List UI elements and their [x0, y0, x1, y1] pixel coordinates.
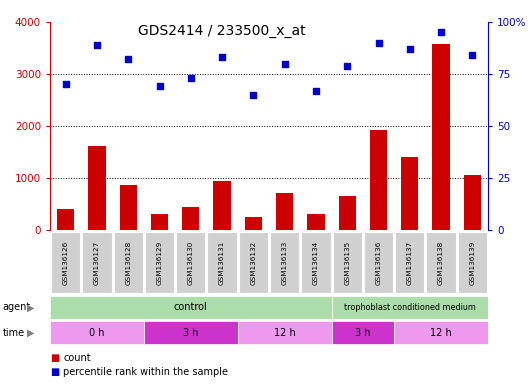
Bar: [208, 232, 237, 293]
Bar: [332, 321, 394, 344]
Bar: [182, 207, 200, 230]
Point: [406, 46, 414, 52]
Bar: [245, 217, 262, 230]
Point: [155, 83, 164, 89]
Text: ▶: ▶: [27, 303, 35, 313]
Point: [468, 52, 477, 58]
Text: GDS2414 / 233500_x_at: GDS2414 / 233500_x_at: [138, 24, 306, 38]
Text: GSM136135: GSM136135: [344, 240, 350, 285]
Point: [374, 40, 383, 46]
Point: [218, 54, 227, 60]
Bar: [427, 232, 456, 293]
Bar: [338, 196, 356, 230]
Text: GSM136137: GSM136137: [407, 240, 413, 285]
Bar: [270, 232, 299, 293]
Bar: [370, 130, 387, 230]
Text: 12 h: 12 h: [274, 328, 296, 338]
Bar: [458, 232, 487, 293]
Bar: [57, 209, 74, 230]
Text: GSM136138: GSM136138: [438, 240, 444, 285]
Text: control: control: [174, 303, 208, 313]
Text: ■: ■: [50, 367, 60, 377]
Bar: [88, 146, 106, 230]
Text: 3 h: 3 h: [355, 328, 371, 338]
Text: time: time: [3, 328, 25, 338]
Point: [61, 81, 70, 88]
Bar: [464, 175, 481, 230]
Text: GSM136126: GSM136126: [63, 240, 69, 285]
Text: 0 h: 0 h: [89, 328, 105, 338]
Text: GSM136133: GSM136133: [281, 240, 288, 285]
Text: percentile rank within the sample: percentile rank within the sample: [63, 367, 229, 377]
Bar: [307, 214, 325, 230]
Text: GSM136139: GSM136139: [469, 240, 475, 285]
Text: GSM136129: GSM136129: [156, 240, 163, 285]
Bar: [82, 232, 111, 293]
Bar: [432, 44, 450, 230]
Bar: [120, 185, 137, 230]
Text: trophoblast conditioned medium: trophoblast conditioned medium: [344, 303, 476, 312]
Bar: [51, 232, 80, 293]
Point: [280, 61, 289, 67]
Text: 12 h: 12 h: [430, 328, 452, 338]
Bar: [50, 296, 332, 319]
Bar: [213, 181, 231, 230]
Bar: [145, 232, 174, 293]
Bar: [394, 321, 488, 344]
Bar: [151, 214, 168, 230]
Point: [249, 92, 258, 98]
Text: GSM136134: GSM136134: [313, 240, 319, 285]
Text: GSM136131: GSM136131: [219, 240, 225, 285]
Text: ▶: ▶: [27, 328, 35, 338]
Bar: [401, 157, 418, 230]
Text: GSM136132: GSM136132: [250, 240, 257, 285]
Text: ■: ■: [50, 353, 60, 363]
Text: agent: agent: [3, 303, 31, 313]
Point: [312, 88, 320, 94]
Bar: [114, 232, 143, 293]
Text: GSM136128: GSM136128: [125, 240, 131, 285]
Bar: [276, 193, 293, 230]
Bar: [333, 232, 362, 293]
Bar: [239, 232, 268, 293]
Point: [124, 56, 133, 63]
Bar: [332, 296, 488, 319]
Text: 3 h: 3 h: [183, 328, 199, 338]
Bar: [364, 232, 393, 293]
Point: [93, 42, 101, 48]
Bar: [50, 321, 144, 344]
Point: [343, 63, 352, 69]
Bar: [395, 232, 425, 293]
Point: [186, 75, 195, 81]
Bar: [301, 232, 331, 293]
Bar: [144, 321, 238, 344]
Bar: [238, 321, 332, 344]
Point: [437, 29, 445, 35]
Text: GSM136136: GSM136136: [375, 240, 382, 285]
Bar: [176, 232, 205, 293]
Text: GSM136127: GSM136127: [94, 240, 100, 285]
Text: GSM136130: GSM136130: [188, 240, 194, 285]
Text: count: count: [63, 353, 91, 363]
